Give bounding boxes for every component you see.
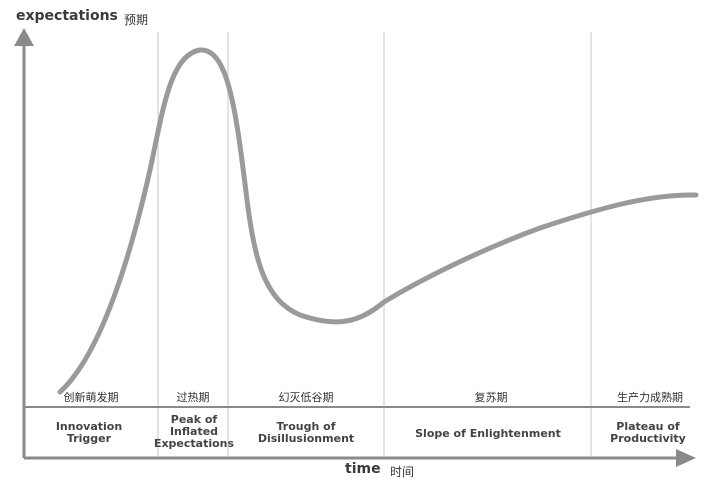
x-axis-label-cn: 时间 bbox=[390, 465, 415, 479]
phase-5-label-cn: 生产力成熟期 bbox=[617, 391, 683, 404]
phase-4-label: Slope of Enlightenment bbox=[415, 427, 561, 440]
phase-3-label-cn: 幻灭低谷期 bbox=[278, 391, 334, 404]
y-axis-label-cn: 预期 bbox=[124, 13, 149, 27]
phase-1-label: Innovation Trigger bbox=[55, 420, 123, 445]
x-axis-label: time bbox=[345, 461, 381, 477]
y-axis-arrow bbox=[14, 28, 34, 46]
phase-4-label-cn: 复苏期 bbox=[474, 391, 508, 404]
phase-2-label: Peak of Inflated Expectations bbox=[153, 413, 235, 450]
y-axis-label: expectations bbox=[16, 8, 118, 24]
phase-3-label: Trough of Disillusionment bbox=[257, 420, 355, 445]
phase-5-label: Plateau of Productivity bbox=[610, 420, 686, 445]
phase-1-label-cn: 创新萌发期 bbox=[63, 391, 119, 404]
phase-2-label-cn: 过热期 bbox=[176, 391, 210, 404]
x-axis-arrow bbox=[676, 449, 696, 467]
hype-curve bbox=[57, 47, 699, 395]
